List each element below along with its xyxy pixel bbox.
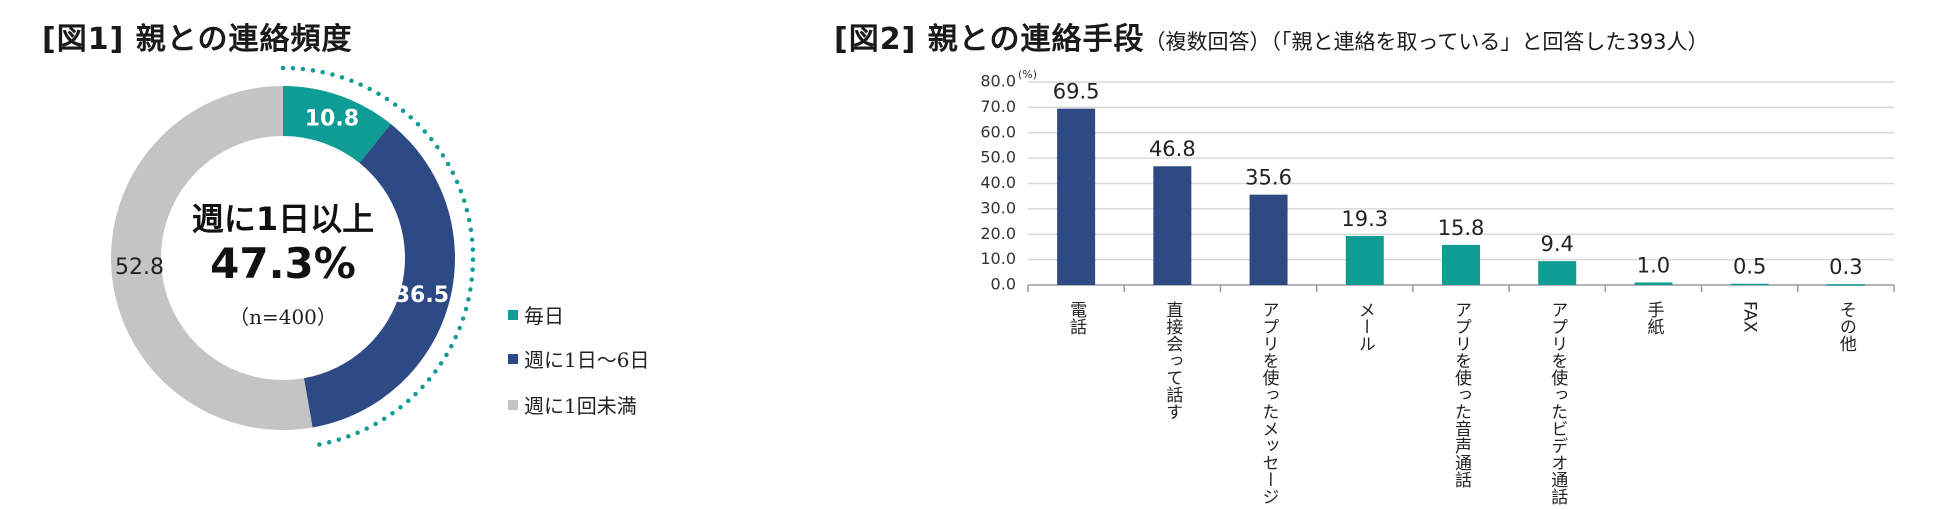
bar-value-label: 69.5 <box>1053 80 1100 104</box>
donut-center-value: 47.3% <box>210 239 356 288</box>
legend-item-less-than-weekly: 週に1回未満 <box>508 390 637 419</box>
donut-slice <box>283 86 391 163</box>
bar <box>1057 108 1096 285</box>
y-tick-label: 0.0 <box>991 275 1016 294</box>
y-tick-label: 10.0 <box>980 249 1016 268</box>
bar <box>1634 282 1673 285</box>
bar <box>1538 261 1577 285</box>
donut-center-n: （n=400） <box>229 305 337 329</box>
legend-item-daily: 毎日 <box>508 300 564 329</box>
donut-slice <box>303 124 455 428</box>
x-category-label: 直接会って話す <box>1162 301 1183 420</box>
donut-value-label: 36.5 <box>395 283 449 308</box>
figure1-title: [図1] 親との連絡頻度 <box>42 22 353 57</box>
bar-value-label: 1.0 <box>1637 253 1670 277</box>
x-category-label: 手紙 <box>1643 301 1664 335</box>
legend-swatch <box>508 399 518 410</box>
donut-value-label: 52.8 <box>115 255 164 280</box>
y-tick-label: 30.0 <box>980 198 1016 217</box>
bar <box>1826 284 1865 286</box>
y-unit-label: (%) <box>1018 68 1037 81</box>
legend-swatch <box>508 353 518 364</box>
y-tick-label: 50.0 <box>980 148 1016 167</box>
figure2-title: [図2] 親との連絡手段（複数回答）（「親と連絡を取っている」と回答した393人… <box>834 14 1708 58</box>
x-category-label: アプリを使ったビデオ通話 <box>1547 301 1568 505</box>
x-category-label: その他 <box>1836 301 1857 352</box>
donut-slice <box>110 86 313 431</box>
bar <box>1249 194 1288 285</box>
y-tick-label: 70.0 <box>980 97 1016 116</box>
y-tick-label: 40.0 <box>980 173 1016 192</box>
figure2-title-sub: （複数回答）（「親と連絡を取っている」と回答した393人） <box>1144 30 1709 54</box>
x-category-label: アプリを使ったメッセージ <box>1259 301 1280 505</box>
figure2-title-main: [図2] 親との連絡手段 <box>834 22 1145 57</box>
bar <box>1153 166 1192 285</box>
bar <box>1345 236 1384 285</box>
y-tick-label: 60.0 <box>980 122 1016 141</box>
bar-value-label: 46.8 <box>1149 137 1196 161</box>
bar-value-label: 0.5 <box>1733 255 1766 279</box>
bar-value-label: 0.3 <box>1829 255 1862 279</box>
legend-item-weekly: 週に1日〜6日 <box>508 344 649 373</box>
legend-label: 週に1回未満 <box>524 394 637 418</box>
x-category-label: 電話 <box>1066 301 1087 335</box>
donut-center-label: 週に1日以上 <box>192 200 374 238</box>
x-category-label: メール <box>1355 301 1375 352</box>
legend-swatch <box>508 309 518 320</box>
legend-label: 週に1日〜6日 <box>524 348 650 372</box>
x-category-label: FAX <box>1740 301 1760 333</box>
bar <box>1442 244 1480 285</box>
y-tick-label: 20.0 <box>980 224 1016 243</box>
bar <box>1730 283 1769 286</box>
bar-value-label: 15.8 <box>1438 216 1485 240</box>
dotted-arc <box>280 65 476 448</box>
bar-value-label: 9.4 <box>1541 232 1574 256</box>
y-tick-label: 80.0 <box>980 72 1016 91</box>
legend-label: 毎日 <box>524 304 564 328</box>
x-category-label: アプリを使った音声通話 <box>1451 301 1472 488</box>
donut-value-label: 10.8 <box>305 106 359 131</box>
bar-value-label: 35.6 <box>1245 166 1292 190</box>
bar-value-label: 19.3 <box>1341 207 1388 231</box>
